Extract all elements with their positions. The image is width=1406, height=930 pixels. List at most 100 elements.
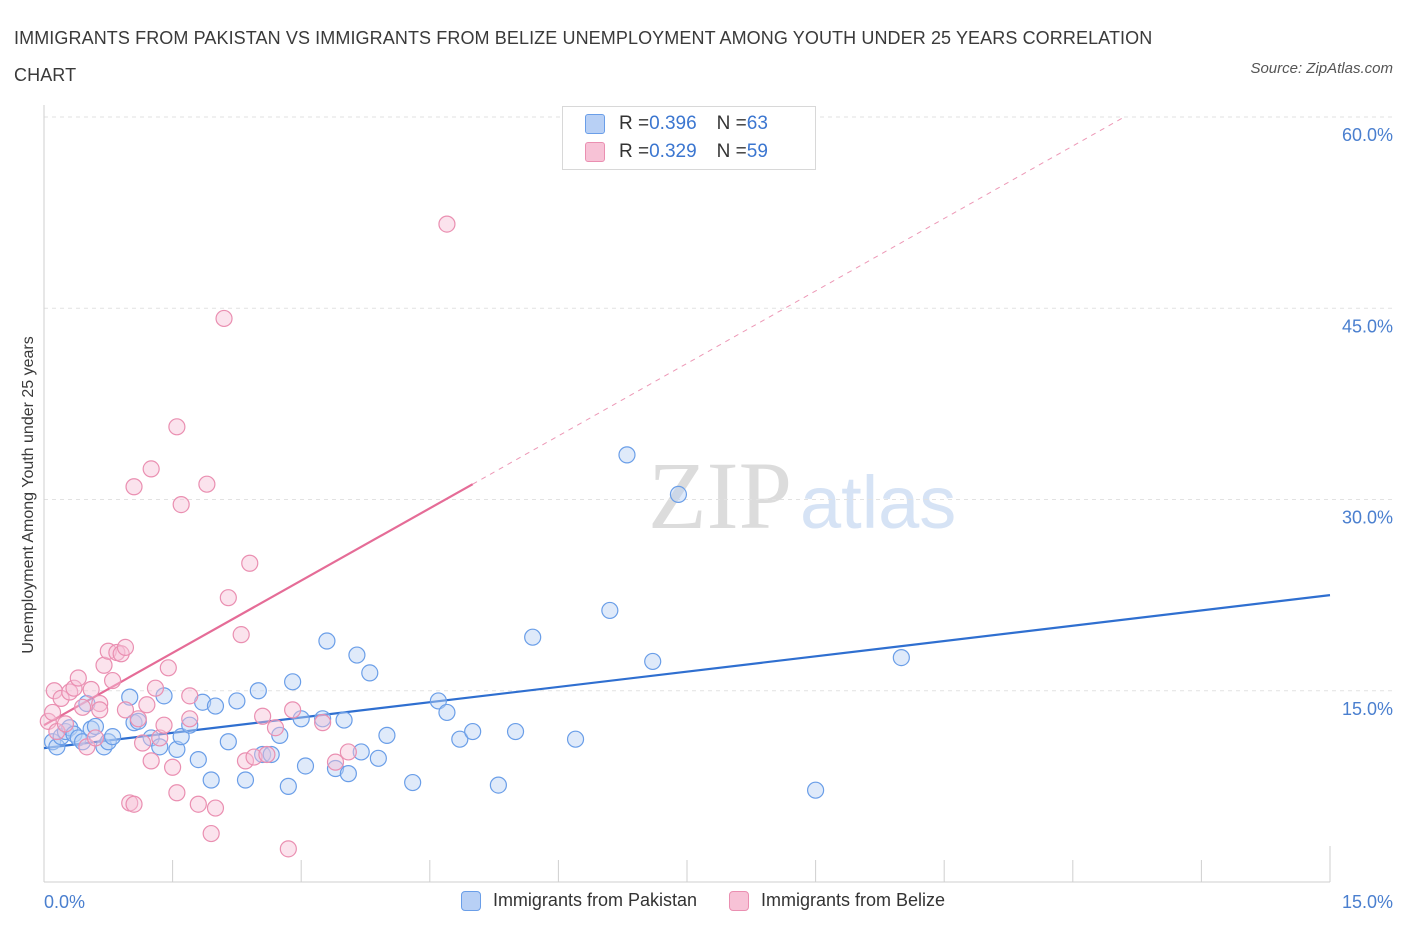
chart-source: Source: ZipAtlas.com bbox=[1250, 60, 1393, 77]
legend-label-belize: Immigrants from Belize bbox=[761, 890, 946, 910]
point-pakistan bbox=[236, 771, 255, 789]
point-pakistan bbox=[806, 781, 825, 799]
point-pakistan bbox=[262, 745, 280, 764]
point-belize bbox=[266, 719, 285, 737]
watermark: ZIP bbox=[648, 442, 792, 549]
point-pakistan bbox=[618, 446, 636, 464]
point-belize bbox=[151, 729, 169, 747]
point-pakistan bbox=[219, 733, 237, 751]
y-tick-label: 45.0% bbox=[1342, 316, 1393, 336]
point-belize bbox=[168, 418, 186, 436]
legend-r-value: 0.329 bbox=[649, 141, 697, 162]
legend-row-pakistan: R = 0.396 N = 63 bbox=[585, 110, 768, 138]
legend-n-value: 63 bbox=[746, 113, 768, 134]
point-belize bbox=[99, 642, 117, 660]
point-belize bbox=[314, 714, 332, 732]
point-pakistan bbox=[378, 726, 396, 744]
point-belize bbox=[56, 715, 75, 733]
chart-title: IMMIGRANTS FROM PAKISTAN VS IMMIGRANTS F… bbox=[14, 28, 1153, 85]
point-belize bbox=[206, 799, 225, 817]
point-belize bbox=[232, 626, 250, 644]
trend-lines bbox=[43, 116, 1331, 750]
point-pakistan bbox=[369, 749, 387, 767]
trend-line-belize bbox=[43, 483, 474, 727]
point-pakistan bbox=[279, 777, 297, 795]
point-belize bbox=[155, 716, 173, 734]
legend-r-value: 0.396 bbox=[649, 113, 697, 134]
point-pakistan bbox=[566, 730, 585, 748]
point-pakistan bbox=[892, 648, 910, 667]
stats-legend: R = 0.396 N = 63 R = 0.329 N = 59 bbox=[562, 106, 816, 170]
point-pakistan bbox=[326, 759, 345, 778]
legend-label-pakistan: Immigrants from Pakistan bbox=[492, 890, 697, 910]
point-pakistan bbox=[669, 485, 688, 503]
point-belize bbox=[43, 703, 62, 722]
point-pakistan bbox=[121, 688, 139, 706]
point-pakistan bbox=[451, 730, 469, 748]
point-pakistan bbox=[506, 722, 525, 741]
legend-item-belize[interactable]: Immigrants from Belize bbox=[729, 890, 945, 911]
grid-lines bbox=[44, 116, 1395, 692]
point-belize bbox=[284, 701, 302, 719]
point-pakistan bbox=[202, 771, 220, 789]
point-pakistan bbox=[644, 652, 662, 671]
point-belize bbox=[129, 710, 147, 728]
legend-item-pakistan[interactable]: Immigrants from Pakistan bbox=[460, 890, 697, 911]
point-belize bbox=[215, 309, 233, 328]
data-points bbox=[39, 215, 910, 858]
trend-line-pakistan bbox=[43, 594, 1331, 750]
point-belize bbox=[172, 496, 190, 514]
point-belize bbox=[138, 696, 156, 714]
point-belize bbox=[52, 689, 70, 708]
legend-r-label: R = bbox=[619, 113, 650, 134]
point-pakistan bbox=[429, 692, 447, 710]
point-belize bbox=[189, 795, 207, 813]
point-pakistan bbox=[314, 710, 332, 728]
point-belize bbox=[181, 687, 199, 705]
x-tick-label-max: 15.0% bbox=[1342, 892, 1393, 912]
trend-line-belize-extension bbox=[472, 116, 1125, 485]
point-pakistan bbox=[318, 632, 336, 650]
axes bbox=[43, 105, 1331, 883]
point-pakistan bbox=[206, 697, 225, 715]
point-pakistan bbox=[284, 673, 302, 691]
watermark-atlas: atlas bbox=[800, 461, 956, 544]
point-pakistan bbox=[601, 601, 619, 620]
point-pakistan bbox=[489, 776, 507, 794]
point-belize bbox=[65, 679, 83, 697]
legend-n-value: 59 bbox=[746, 141, 768, 162]
point-belize bbox=[241, 554, 259, 572]
point-pakistan bbox=[249, 682, 267, 700]
point-belize bbox=[181, 710, 199, 728]
y-tick-label: 30.0% bbox=[1342, 508, 1393, 528]
point-pakistan bbox=[296, 757, 315, 775]
point-belize bbox=[438, 215, 456, 233]
point-pakistan bbox=[48, 738, 66, 756]
legend-row-belize: R = 0.329 N = 59 bbox=[585, 138, 768, 166]
point-pakistan bbox=[168, 740, 186, 759]
point-pakistan bbox=[228, 692, 246, 710]
y-tick-labels: 15.0% 30.0% 45.0% 60.0% bbox=[1342, 125, 1393, 719]
point-belize bbox=[219, 589, 237, 607]
point-belize bbox=[142, 752, 160, 770]
series-legend: Immigrants from Pakistan Immigrants from… bbox=[0, 890, 1406, 911]
point-belize bbox=[236, 752, 255, 770]
point-pakistan bbox=[438, 703, 456, 722]
point-belize bbox=[78, 738, 96, 756]
point-pakistan bbox=[361, 664, 379, 682]
point-pakistan bbox=[348, 646, 366, 664]
point-belize bbox=[133, 734, 152, 752]
point-belize bbox=[146, 679, 165, 697]
point-belize bbox=[245, 748, 263, 766]
point-belize bbox=[254, 707, 272, 725]
point-belize bbox=[125, 478, 143, 496]
point-belize bbox=[82, 680, 100, 699]
point-belize bbox=[103, 671, 122, 690]
point-belize bbox=[91, 701, 109, 719]
legend-marker-pakistan bbox=[460, 890, 481, 911]
point-belize bbox=[339, 743, 357, 761]
point-belize bbox=[116, 638, 135, 657]
point-pakistan bbox=[335, 711, 353, 729]
point-belize bbox=[258, 745, 276, 764]
legend-swatch-belize bbox=[585, 142, 605, 162]
